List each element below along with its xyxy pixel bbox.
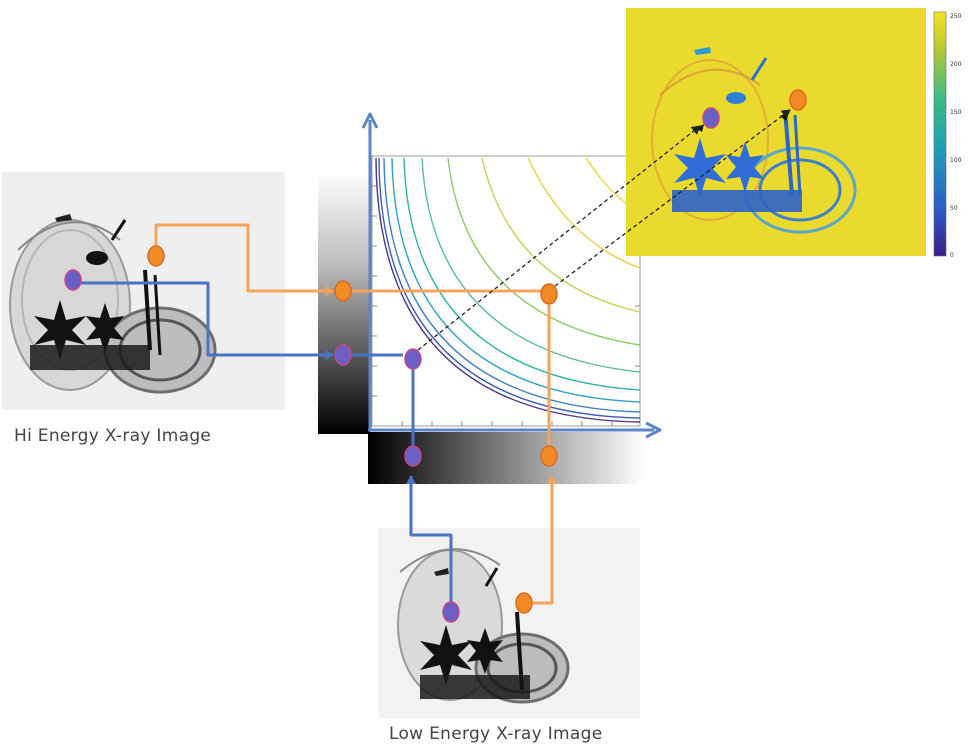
orange-markers [147,89,807,614]
colorbar-tick: 50 [950,205,958,212]
colorbar-tick: 200 [950,61,962,68]
xray-suitcase-icon [397,548,570,704]
orange-marker-low-image [515,592,533,614]
plot-axes [361,112,662,439]
colorbar-tick: 100 [950,157,962,164]
hi-energy-xray-image [2,172,285,410]
blue-markers [64,107,720,623]
orange-connector-path [154,223,557,605]
hi-energy-caption: Hi Energy X-ray Image [14,426,212,446]
material-classification-map [626,8,926,256]
orange-marker-hi-bar [334,280,352,302]
colorbar-tick: 250 [950,13,962,20]
colorbar-tick: 0 [950,252,954,259]
xray-suitcase-icon [9,214,217,394]
blue-marker-hi-image [64,269,82,291]
orange-marker-plot [540,283,558,305]
low-energy-xray-image [378,528,640,718]
hi-energy-gradient-bar [318,172,370,434]
orange-marker-low-bar [540,445,558,467]
low-energy-caption: Low Energy X-ray Image [389,724,603,744]
blue-marker-plot [404,348,422,370]
colorbar: 250 200 150 100 50 0 [933,11,962,259]
blue-marker-hi-bar [334,344,352,366]
blue-marker-low-image [442,601,460,623]
orange-marker-hi-image [147,245,165,267]
colorbar-tick: 150 [950,109,962,116]
blue-marker-result [702,107,720,129]
blue-marker-low-bar [404,445,422,467]
orange-marker-result [789,89,807,111]
